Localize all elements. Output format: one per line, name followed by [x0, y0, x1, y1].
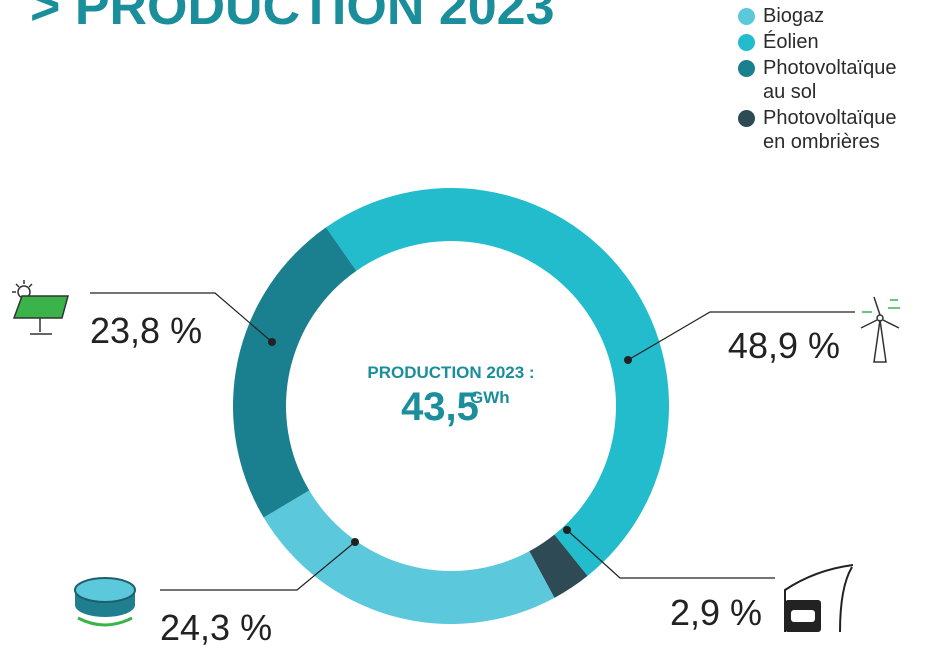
biogas-icon — [74, 577, 136, 627]
legend-swatch — [738, 110, 755, 127]
chart-title: > PRODUCTION 2023 — [30, 0, 555, 36]
legend-item: Biogaz — [738, 4, 923, 28]
value-label: 23,8 % — [90, 310, 202, 351]
value-label: 2,9 % — [670, 592, 762, 633]
legend: Biogaz Éolien Photovoltaïque au sol Photovo… — [738, 4, 923, 156]
legend-swatch — [738, 60, 755, 77]
slice — [263, 490, 555, 624]
center-label: PRODUCTION 2023 : — [367, 363, 534, 382]
leader-line — [160, 541, 356, 591]
leader-line — [566, 529, 775, 579]
solar-icon — [12, 280, 69, 335]
legend-item: Photovoltaïque en ombrières — [738, 106, 923, 154]
leader-dot — [268, 338, 276, 346]
leader-dot — [351, 538, 359, 546]
legend-label: Photovoltaïque au sol — [763, 57, 897, 103]
center-unit: GWh — [470, 388, 510, 407]
value-label: 48,9 % — [728, 325, 840, 366]
slice — [325, 187, 670, 576]
legend-swatch — [738, 34, 755, 51]
leader-dot — [563, 526, 571, 534]
legend-label: Photovoltaïque en ombrières — [763, 107, 897, 153]
legend-label: Biogaz — [763, 5, 825, 27]
wind-icon — [860, 296, 900, 363]
legend-label: Éolien — [763, 31, 819, 53]
carport-icon — [784, 564, 854, 633]
slice — [529, 534, 588, 598]
leader-line — [90, 292, 273, 343]
center-value: 43,5 — [401, 385, 479, 429]
value-label: 24,3 % — [160, 607, 272, 648]
legend-item: Photovoltaïque au sol — [738, 56, 923, 104]
leader-dot — [624, 356, 632, 364]
leader-line — [627, 311, 855, 361]
legend-item: Éolien — [738, 30, 923, 54]
slice — [232, 227, 357, 518]
legend-swatch — [738, 8, 755, 25]
